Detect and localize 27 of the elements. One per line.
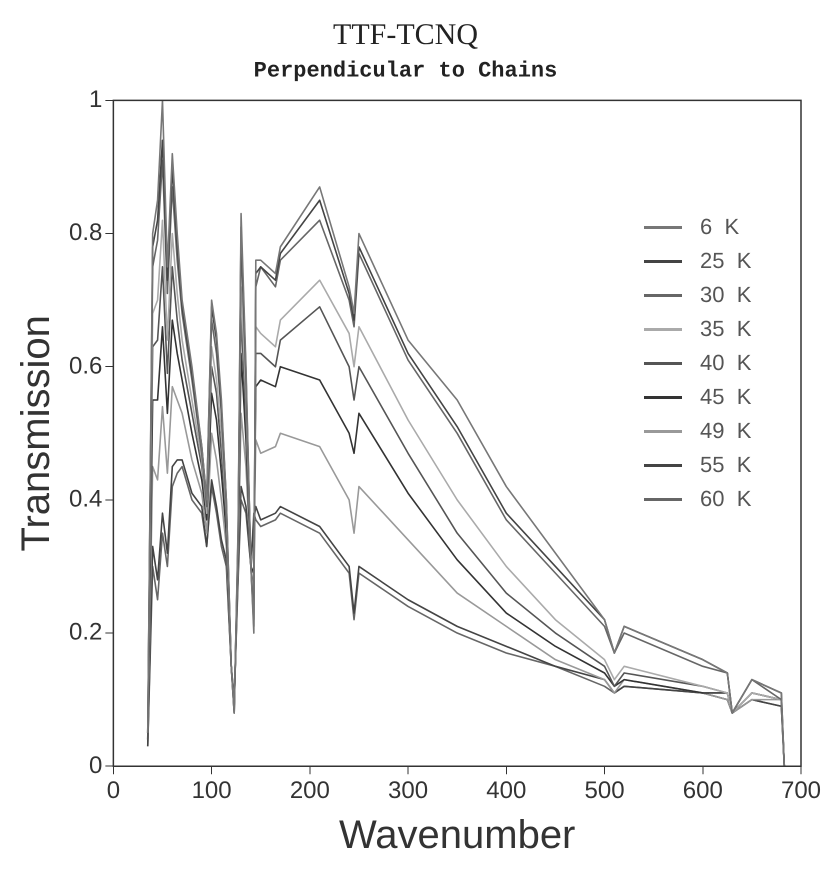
x-tick-label: 300 (388, 777, 428, 804)
chart-subtitle: Perpendicular to Chains (254, 58, 558, 84)
legend-label: 45 K (700, 384, 752, 410)
x-axis-title: Wavenumber (338, 813, 576, 858)
legend-label: 30 K (700, 282, 752, 308)
legend-label: 6 K (700, 214, 740, 240)
chart-title: TTF-TCNQ (333, 18, 478, 51)
x-tick-label: 0 (106, 777, 120, 804)
legend-label: 35 K (700, 316, 752, 342)
legend-label: 49 K (700, 418, 752, 444)
x-tick-label: 700 (780, 777, 822, 804)
y-tick-label: 0.8 (68, 219, 102, 246)
y-axis-title: Transmission (14, 315, 58, 552)
x-tick-label: 600 (682, 777, 723, 804)
x-tick-label: 100 (192, 777, 232, 804)
x-tick-label: 200 (290, 777, 330, 804)
legend-label: 25 K (700, 248, 752, 274)
legend-label: 60 K (700, 486, 752, 512)
y-tick-label: 0.6 (68, 352, 102, 380)
legend-label: 55 K (700, 452, 752, 478)
x-tick-label: 500 (584, 777, 625, 804)
x-tick-label: 400 (486, 777, 526, 804)
y-tick-label: 0.2 (68, 618, 102, 646)
y-tick-label: 0 (89, 752, 102, 779)
legend-label: 40 K (700, 350, 752, 376)
y-tick-label: 1 (89, 86, 102, 114)
y-tick-label: 0.4 (68, 486, 102, 513)
